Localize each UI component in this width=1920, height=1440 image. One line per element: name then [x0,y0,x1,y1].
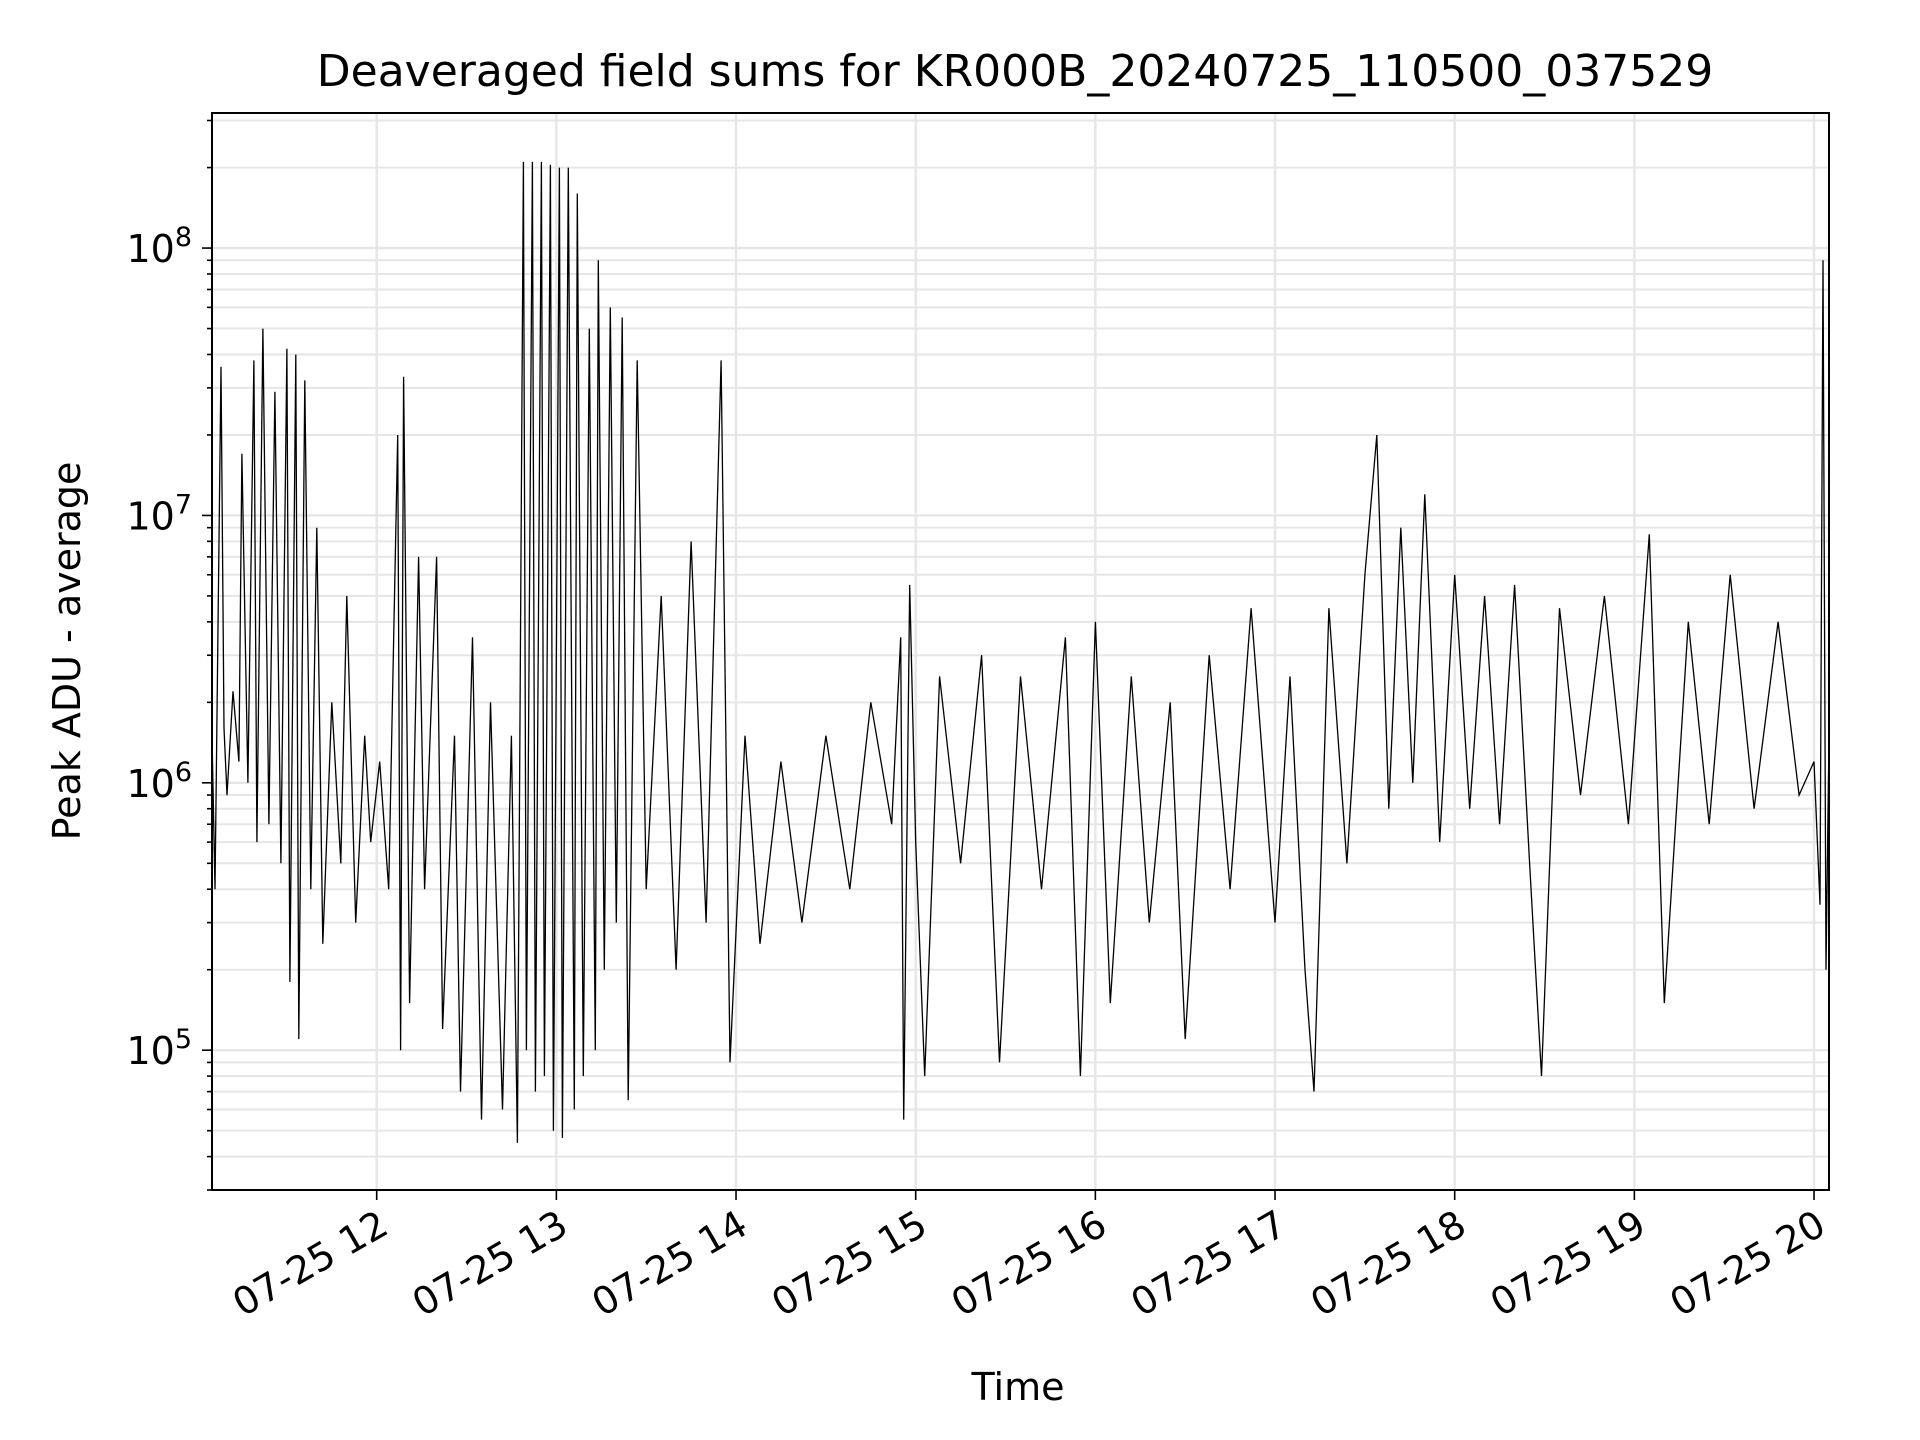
y-tick-label: 106 [126,757,192,806]
y-axis-label: Peak ADU - average [45,462,89,841]
plot-frame [211,112,1830,1191]
x-axis-label: Time [971,1365,1065,1409]
y-tick-label: 108 [126,222,192,271]
series-layer [211,161,1830,1143]
chart-title: Deaveraged field sums for KR000B_2024072… [317,46,1713,97]
series-line [211,161,1830,1143]
y-tick-label: 107 [126,489,192,538]
y-tick-label: 105 [126,1024,192,1073]
